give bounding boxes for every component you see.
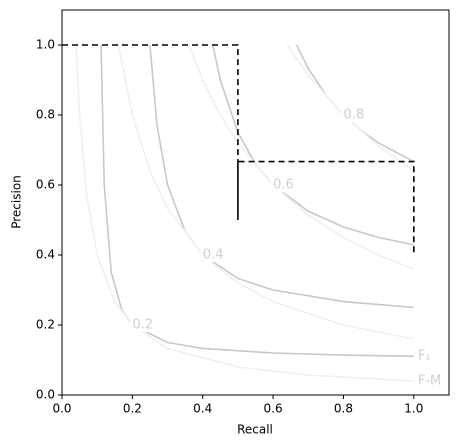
- iso-curve: [117, 44, 414, 340]
- x-axis-label: Recall: [237, 423, 273, 437]
- plot-frame: [61, 9, 450, 396]
- x-tick-label: 0.8: [334, 402, 353, 416]
- curve-label: 0.4: [203, 248, 224, 263]
- curve-label: 0.6: [273, 178, 294, 193]
- x-tick-label: 1.0: [404, 402, 423, 416]
- f1-label: F₁: [418, 349, 431, 364]
- iso-curve: [75, 44, 414, 382]
- iso-curve: [295, 44, 415, 163]
- label-background: [130, 317, 155, 332]
- pr-curve: [62, 44, 415, 255]
- y-tick-label: 0.0: [36, 388, 55, 402]
- iso-curve: [149, 44, 414, 309]
- curve-label: 0.2: [132, 318, 153, 333]
- label-background: [271, 177, 296, 192]
- fm-label: F-M: [418, 374, 441, 389]
- label-background: [200, 247, 225, 262]
- label-background: [341, 107, 366, 122]
- x-tick-label: 0.4: [193, 402, 212, 416]
- y-tick-label: 0.2: [36, 318, 55, 332]
- x-tick-label: 0.6: [264, 402, 283, 416]
- iso-curve: [100, 44, 414, 357]
- curve-label: 0.8: [343, 108, 364, 123]
- y-tick-label: 0.6: [36, 178, 55, 192]
- x-tick-label: 0.0: [52, 402, 71, 416]
- y-tick-label: 0.4: [36, 248, 55, 262]
- y-axis-label: Precision: [10, 175, 24, 229]
- y-tick-label: 0.8: [36, 108, 55, 122]
- x-tick-label: 0.2: [123, 402, 142, 416]
- iso-curve: [187, 44, 415, 270]
- y-tick-label: 1.0: [36, 38, 55, 52]
